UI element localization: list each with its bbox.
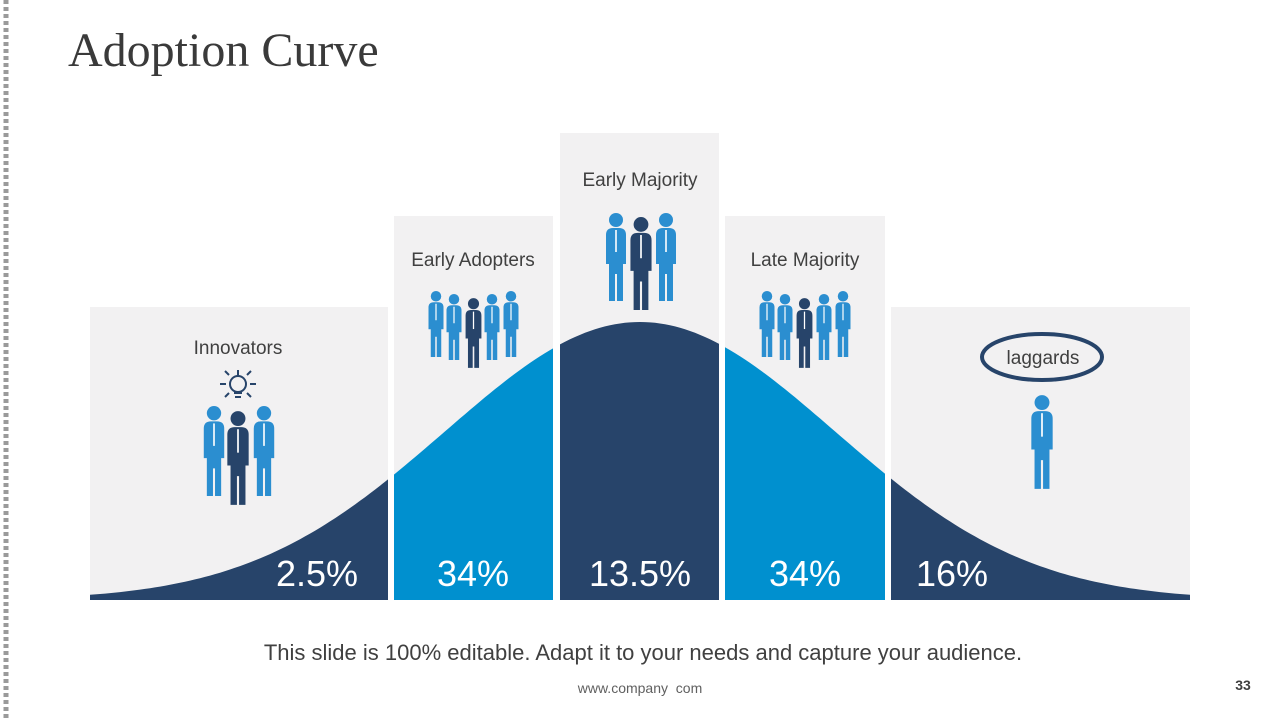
page-number: 33 <box>1235 677 1251 693</box>
footer-text: This slide is 100% editable. Adapt it to… <box>264 640 1022 665</box>
segment-value: 16% <box>916 553 988 594</box>
innovators-icon <box>202 370 276 506</box>
segment-value: 34% <box>437 553 509 594</box>
segment-label: Early Adopters <box>411 250 535 271</box>
segment-label: Early Majority <box>582 170 698 191</box>
segment-label: Innovators <box>194 338 283 359</box>
segment-label: laggards <box>1007 348 1080 369</box>
title: Adoption Curve <box>68 24 379 77</box>
segment-value: 34% <box>769 553 841 594</box>
segment-value: 13.5% <box>589 553 691 594</box>
website: www.company com <box>577 680 702 696</box>
curve-segment <box>560 322 719 600</box>
segment-label: Late Majority <box>751 250 860 271</box>
segment-value: 2.5% <box>276 553 358 594</box>
label-ellipse <box>980 332 1104 382</box>
